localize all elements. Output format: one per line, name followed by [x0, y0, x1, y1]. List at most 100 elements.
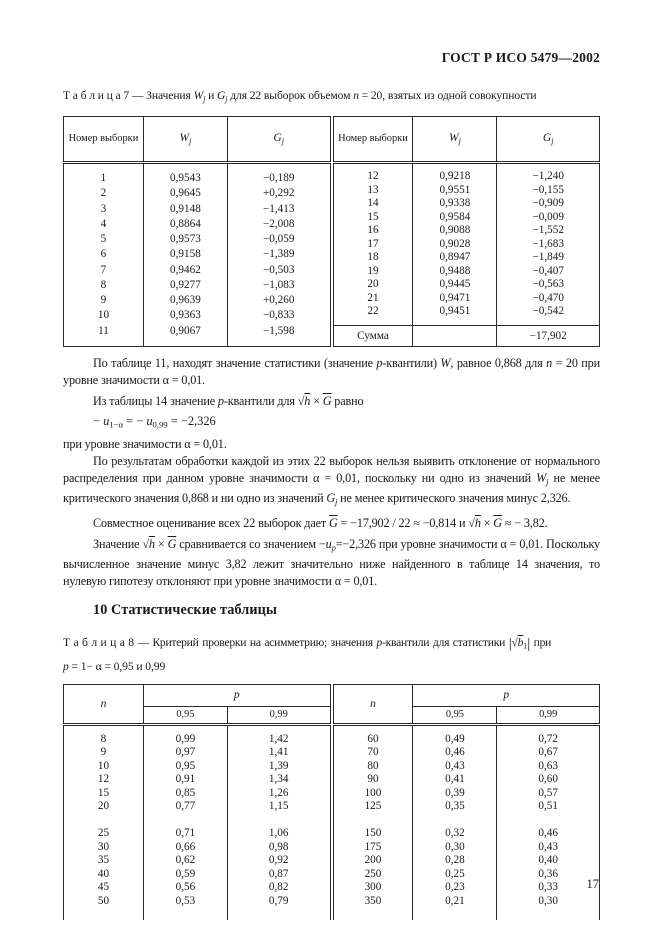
col-header-w: Wj: [412, 116, 498, 165]
table-cell: 1,39: [226, 759, 331, 774]
table-row: 4 0,8864 −2,008: [63, 217, 331, 233]
table8-left-body: 8 0,99 1,42 9 0,97 1,41 10 0,95 1,39 12 0,91 1,34 15…: [63, 724, 331, 921]
table-cell: +0,260: [226, 293, 331, 309]
table-cell: −0,563: [496, 278, 600, 292]
table8: n p 0,95 0,99 8 0,99 1,42 9 0,97 1,41 10 0,95 1,…: [63, 683, 600, 921]
table-cell: 1,26: [226, 786, 331, 801]
table-row: 300 0,23 0,33: [332, 881, 600, 895]
table7-caption: Т а б л и ц а 7 — Значения Wj и Gj для 2…: [63, 89, 537, 104]
table-cell: 8: [63, 724, 144, 747]
table8-right-half: n p 0,95 0,99 60 0,49 0,72 70 0,46 0,67 80 0,43…: [332, 683, 600, 921]
col-header-095: 0,95: [412, 705, 498, 726]
table-cell: 0,41: [412, 773, 498, 787]
table-row: 12 0,9218 −1,240: [332, 162, 600, 184]
table-cell: 40: [63, 867, 144, 882]
page-number: 17: [586, 877, 600, 891]
table-row: 9 0,97 1,41: [63, 746, 331, 760]
table-row: 17 0,9028 −1,683: [332, 237, 600, 252]
table8-left-header: n p 0,95 0,99: [63, 683, 331, 726]
table-row: 30 0,66 0,98: [63, 840, 331, 855]
col-header-sample-number: Номер выборки: [332, 116, 414, 165]
table-cell: 0,9158: [142, 247, 228, 263]
table-cell: 9: [63, 746, 144, 760]
table-cell: 9: [63, 293, 144, 309]
table-cell: 0,9488: [412, 264, 498, 279]
col-header-n: n: [63, 683, 144, 726]
col-header-g: Gj: [496, 116, 600, 165]
table-cell: −0,909: [496, 197, 600, 211]
table-row: 80 0,43 0,63: [332, 759, 600, 774]
table-row: 175 0,30 0,43: [332, 840, 600, 855]
col-header-099: 0,99: [226, 705, 331, 726]
table-cell: 16: [332, 224, 414, 238]
paragraph-results: По результатам обработки каждой из этих …: [63, 453, 600, 507]
table-row: 10 0,9363 −0,833: [63, 308, 331, 324]
table-cell: 0,9543: [142, 162, 228, 187]
table-row: 35 0,62 0,92: [63, 854, 331, 868]
table-row: 90 0,41 0,60: [332, 773, 600, 787]
table-cell: 0,59: [142, 867, 228, 882]
table-row: 21 0,9471 −0,470: [332, 291, 600, 306]
table-cell: 0,39: [412, 786, 498, 801]
table7: Номер выборки Wj Gj 1 0,9543 −0,189 2 0,9645…: [63, 116, 600, 347]
table-row: 5 0,9573 −0,059: [63, 232, 331, 248]
table-cell: 0,28: [412, 854, 498, 868]
table-cell: 0,97: [142, 746, 228, 760]
table-cell: 0,9277: [142, 278, 228, 294]
table8-caption-line2: p = 1− α = 0,95 и 0,99: [63, 659, 166, 673]
table-cell: 80: [332, 759, 414, 774]
table-cell: 100: [332, 786, 414, 801]
table-cell: 0,51: [496, 800, 600, 814]
table-row: 18 0,8947 −1,849: [332, 251, 600, 265]
table-cell: 1,41: [226, 746, 331, 760]
table-cell: 0,43: [412, 759, 498, 774]
table-cell: 0,99: [142, 724, 228, 747]
table-row: 70 0,46 0,67: [332, 746, 600, 760]
table-cell: 0,77: [142, 800, 228, 814]
table-cell: 0,9148: [142, 201, 228, 218]
table-cell: 22: [332, 305, 414, 326]
table-cell: 70: [332, 746, 414, 760]
table-cell: −0,009: [496, 210, 600, 225]
table-cell: [142, 813, 228, 828]
table8-right-header: n p 0,95 0,99: [332, 683, 600, 726]
table-cell: 0,8947: [412, 251, 498, 265]
table-cell: 0,46: [496, 827, 600, 841]
table-cell: 1: [63, 162, 144, 187]
table-row: 12 0,91 1,34: [63, 773, 331, 787]
table-cell: 15: [332, 210, 414, 225]
table-cell: −1,240: [496, 162, 600, 184]
table-cell: 19: [332, 264, 414, 279]
table-cell: 0,43: [496, 840, 600, 855]
table-cell: 0,9551: [412, 183, 498, 198]
table-row: 150 0,32 0,46: [332, 827, 600, 841]
table-cell: 0,60: [496, 773, 600, 787]
table-cell: −1,389: [226, 247, 331, 263]
table-cell: 0,30: [412, 840, 498, 855]
table-cell: 35: [63, 854, 144, 868]
table-cell: 0,72: [496, 724, 600, 747]
table-cell: 0,92: [226, 854, 331, 868]
paragraph-quantile-w: По таблице 11, находят значение статисти…: [63, 355, 600, 387]
table-cell: 0,66: [142, 840, 228, 855]
table8-caption-line1: Т а б л и ц а 8 — Критерий проверки на а…: [63, 635, 552, 652]
table7-left-header: Номер выборки Wj Gj: [63, 116, 331, 165]
table8-caption: Т а б л и ц а 8 — Критерий проверки на а…: [63, 635, 600, 674]
table-row: 8 0,9277 −1,083: [63, 278, 331, 294]
table-cell: 0,9471: [412, 291, 498, 306]
table-row: [63, 813, 331, 828]
table-cell: 0,33: [496, 881, 600, 895]
table-cell: [63, 813, 144, 828]
table-cell: 0,30: [496, 894, 600, 921]
table-cell: 0,32: [412, 827, 498, 841]
table-cell: 0,49: [412, 724, 498, 747]
table-cell: 300: [332, 881, 414, 895]
table-row: 14 0,9338 −0,909: [332, 197, 600, 211]
table-cell: 0,57: [496, 786, 600, 801]
table-row: 3 0,9148 −1,413: [63, 201, 331, 218]
paragraph-joint-estimate: Совместное оценивание всех 22 выборок да…: [93, 515, 548, 530]
table-cell: 0,53: [142, 894, 228, 921]
table7-right-header: Номер выборки Wj Gj: [332, 116, 600, 165]
table-cell: −1,849: [496, 251, 600, 265]
table-cell: −0,155: [496, 183, 600, 198]
